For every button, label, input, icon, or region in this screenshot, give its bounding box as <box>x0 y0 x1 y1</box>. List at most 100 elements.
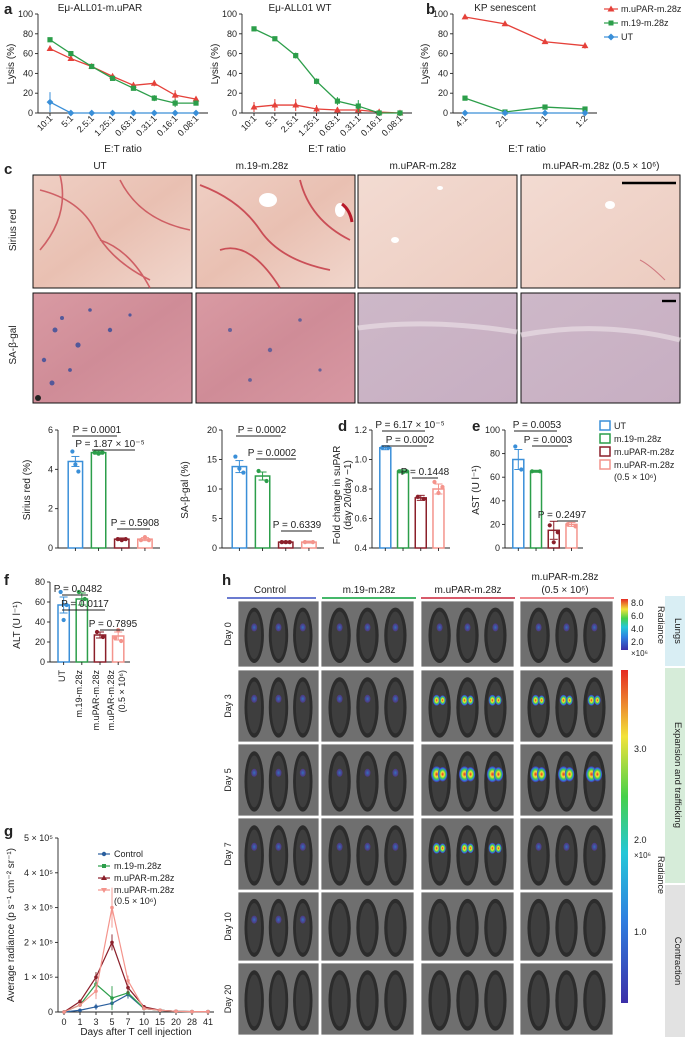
data-point <box>292 101 300 108</box>
sirius-p3: P = 0.5908 <box>111 518 160 529</box>
data-point <box>190 1009 194 1014</box>
replicate-dot <box>386 445 391 450</box>
replicate-dot <box>64 602 69 608</box>
sirius-p2: P = 1.87 × 10⁻⁵ <box>75 439 144 450</box>
panel-label-h: h <box>222 572 231 589</box>
legend-e-ut: UT <box>614 421 626 431</box>
scale1-label: Radiance <box>656 606 666 644</box>
panel-g-legend: Control m.19-m.28z m.uPAR-m.28z m.uPAR-m… <box>98 849 175 906</box>
scale2-tick-0: 3.0 <box>634 744 647 754</box>
y-tick-label: 100 <box>433 9 448 19</box>
signal-spot <box>495 695 502 706</box>
panel-c-sagal-chart: 0 5 10 15 20 SA-β-gal (%) P = 0.0002 P = 0.0… <box>180 425 324 553</box>
legend-e-upar-low-dose: (0.5 × 10⁶) <box>614 472 656 482</box>
replicate-dot <box>529 469 535 474</box>
mouse-body-inner <box>359 611 376 660</box>
y-tick-label: 20 <box>207 425 217 435</box>
legend-e-upar: m.uPAR-m.28z <box>614 447 675 457</box>
signal-spot <box>460 694 469 706</box>
mouse-body-inner <box>431 755 448 808</box>
panel-a-left-xlabel: E:T ratio <box>104 144 142 155</box>
data-point <box>171 91 179 98</box>
mouse-body-inner <box>331 829 348 882</box>
y-tick-label: 0 <box>212 543 217 553</box>
data-point <box>250 103 258 110</box>
day-label: Day 5 <box>223 768 233 792</box>
series-line <box>49 39 196 104</box>
panel-e-chart: 0 20 40 60 80 100 AST (U l⁻¹) P = 0.0053 P = … <box>471 420 587 553</box>
y-tick-label: 100 <box>18 9 33 19</box>
panel-g-ylabel: Average radiance (p s⁻¹ cm⁻² sr⁻¹) <box>6 848 17 1002</box>
mouse-body-inner <box>431 681 448 734</box>
mouse-body-inner <box>586 974 603 1027</box>
signal-spot <box>336 842 343 851</box>
sirius-ut-image <box>32 174 193 289</box>
y-tick-label: 5 × 10⁵ <box>24 833 53 843</box>
signal-spot <box>432 694 441 706</box>
data-point <box>541 109 549 117</box>
data-point <box>461 109 469 117</box>
replicate-dot <box>113 635 118 641</box>
replicate-dot <box>519 467 524 472</box>
y-tick-label: 80 <box>23 29 33 39</box>
mouse-body-inner <box>247 681 262 734</box>
data-point <box>541 38 549 45</box>
replicate-dot <box>310 540 316 545</box>
y-tick-label: 80 <box>438 29 448 39</box>
panel-c-col-upar-low: m.uPAR-m.28z (0.5 × 10⁶) <box>542 161 659 172</box>
phase-lungs: Lungs <box>672 618 683 644</box>
signal-spot <box>299 842 306 851</box>
panel-c-col-upar: m.uPAR-m.28z <box>389 161 456 172</box>
scale2-tick-2: 1.0 <box>634 927 647 937</box>
replicate-dot <box>61 617 66 623</box>
y-tick-label: 0 <box>443 108 448 118</box>
y-tick-label: 4 <box>48 464 53 474</box>
y-tick-label: 0 <box>48 543 53 553</box>
mouse-body-inner <box>271 974 286 1027</box>
replicate-dot <box>237 466 242 471</box>
series-line <box>464 16 586 47</box>
panel-d-p2: P = 0.0002 <box>386 435 435 446</box>
x-tick-label: 41 <box>203 1017 213 1027</box>
mouse-body-inner <box>295 755 310 808</box>
mouse-body-inner <box>331 681 348 734</box>
day-label: Day 20 <box>223 985 233 1014</box>
panel-c-row-sirius: Sirius red <box>8 209 19 251</box>
mouse-body-inner <box>387 903 404 953</box>
sagal-upar-image <box>357 292 518 404</box>
panel-e-p1: P = 0.0053 <box>513 420 562 431</box>
panel-c-row-sagal: SA-β-gal <box>8 325 19 364</box>
panel-g-xlabel: Days after T cell injection <box>80 1027 191 1037</box>
y-tick-label: 60 <box>227 49 237 59</box>
mouse-body-inner <box>431 829 448 882</box>
data-point <box>293 52 299 59</box>
signal-spot <box>251 623 258 632</box>
series-line <box>49 48 197 100</box>
data-point <box>109 75 116 81</box>
bar <box>93 634 107 663</box>
legend-e-upar-low: m.uPAR-m.28z <box>614 460 675 470</box>
data-point <box>581 109 589 117</box>
mouse-body-inner <box>487 903 504 953</box>
mouse-body-inner <box>586 903 603 953</box>
mouse-body-inner <box>295 829 310 882</box>
bar <box>396 470 410 549</box>
mouse-body-inner <box>387 755 404 808</box>
x-tick-label: 7 <box>125 1017 130 1027</box>
replicate-dot <box>547 523 552 528</box>
mouse-body-inner <box>530 974 547 1027</box>
mouse-body-inner <box>331 611 348 660</box>
replicate-dot <box>76 469 81 474</box>
panel-a-right-title: Eμ-ALL01 WT <box>268 3 331 14</box>
y-tick-label: 20 <box>35 637 45 647</box>
signal-spot <box>364 842 371 851</box>
panel-a-left-title: Eμ-ALL01-m.uPAR <box>58 3 143 14</box>
replicate-dot <box>404 469 410 474</box>
replicate-dot <box>513 444 518 449</box>
mouse-body-inner <box>586 611 603 660</box>
bar <box>379 446 392 549</box>
replicate-dot <box>380 445 385 450</box>
y-tick-label: 2 × 10⁵ <box>24 937 53 947</box>
replicate-dot <box>565 522 570 527</box>
y-tick-label: 1 × 10⁵ <box>24 972 53 982</box>
